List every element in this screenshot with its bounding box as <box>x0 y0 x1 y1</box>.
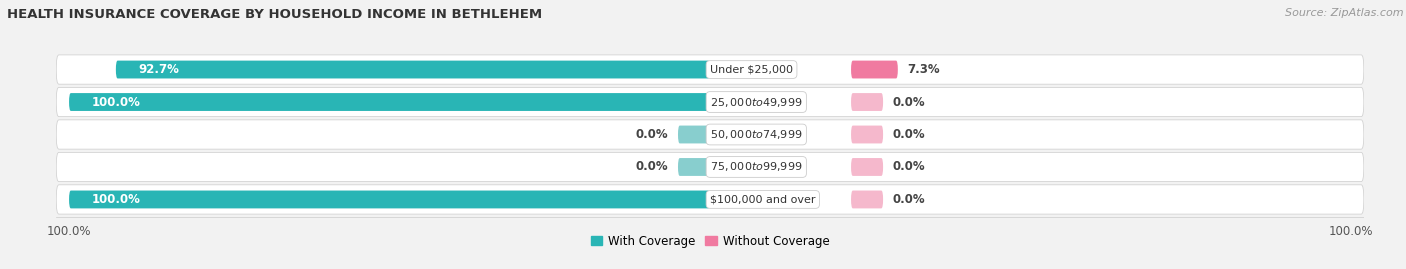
Text: 0.0%: 0.0% <box>893 193 925 206</box>
FancyBboxPatch shape <box>678 126 710 143</box>
Text: 7.3%: 7.3% <box>907 63 941 76</box>
Text: Source: ZipAtlas.com: Source: ZipAtlas.com <box>1285 8 1403 18</box>
FancyBboxPatch shape <box>56 152 1364 182</box>
Text: $50,000 to $74,999: $50,000 to $74,999 <box>710 128 803 141</box>
Text: $25,000 to $49,999: $25,000 to $49,999 <box>710 95 803 108</box>
FancyBboxPatch shape <box>56 87 1364 117</box>
Text: 92.7%: 92.7% <box>138 63 179 76</box>
FancyBboxPatch shape <box>851 190 883 208</box>
Text: Under $25,000: Under $25,000 <box>710 65 793 75</box>
FancyBboxPatch shape <box>56 185 1364 214</box>
Legend: With Coverage, Without Coverage: With Coverage, Without Coverage <box>586 230 834 253</box>
Text: 0.0%: 0.0% <box>636 161 668 174</box>
Text: HEALTH INSURANCE COVERAGE BY HOUSEHOLD INCOME IN BETHLEHEM: HEALTH INSURANCE COVERAGE BY HOUSEHOLD I… <box>7 8 543 21</box>
FancyBboxPatch shape <box>851 126 883 143</box>
Text: $100,000 and over: $100,000 and over <box>710 194 815 204</box>
FancyBboxPatch shape <box>851 158 883 176</box>
Text: 100.0%: 100.0% <box>91 95 141 108</box>
Text: 100.0%: 100.0% <box>91 193 141 206</box>
Text: 0.0%: 0.0% <box>893 95 925 108</box>
Text: 0.0%: 0.0% <box>636 128 668 141</box>
FancyBboxPatch shape <box>851 93 883 111</box>
FancyBboxPatch shape <box>56 55 1364 84</box>
FancyBboxPatch shape <box>69 93 710 111</box>
FancyBboxPatch shape <box>851 61 898 79</box>
Text: 0.0%: 0.0% <box>893 161 925 174</box>
FancyBboxPatch shape <box>56 120 1364 149</box>
FancyBboxPatch shape <box>678 158 710 176</box>
FancyBboxPatch shape <box>69 190 710 208</box>
Text: $75,000 to $99,999: $75,000 to $99,999 <box>710 161 803 174</box>
FancyBboxPatch shape <box>115 61 710 79</box>
Text: 0.0%: 0.0% <box>893 128 925 141</box>
